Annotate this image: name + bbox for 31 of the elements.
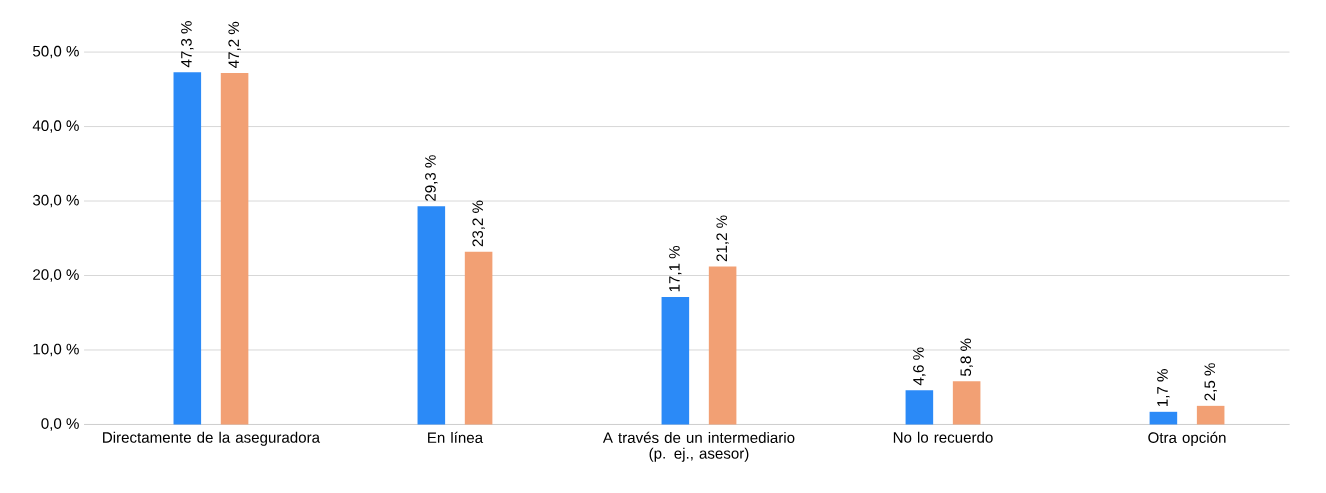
bar xyxy=(1196,405,1225,425)
bar xyxy=(1149,411,1178,425)
data-label: 5,8 % xyxy=(960,338,973,376)
y-tick-label: 10,0 % xyxy=(33,343,79,357)
y-tick-label: 20,0 % xyxy=(33,269,79,282)
x-tick-label: A través de un intermediario (p. ej., asesor) xyxy=(602,431,795,462)
data-label: 17,1 % xyxy=(669,245,682,292)
data-label: 4,6 % xyxy=(913,347,926,386)
data-label: 1,7 % xyxy=(1157,368,1170,406)
bar xyxy=(661,296,690,425)
y-tick-label: 0,0 % xyxy=(41,418,79,431)
data-label: 2,5 % xyxy=(1204,362,1217,401)
bar xyxy=(905,390,934,425)
data-label: 47,3 % xyxy=(181,20,194,67)
y-tick-label: 30,0 % xyxy=(32,194,79,208)
bar xyxy=(220,72,249,425)
x-tick-label: En línea xyxy=(428,431,484,443)
y-tick-label: 50,0 % xyxy=(33,45,79,59)
data-label: 29,3 % xyxy=(425,154,438,201)
x-tick-label: Otra opción xyxy=(1148,431,1226,446)
data-label: 47,2 % xyxy=(228,21,241,68)
bar xyxy=(708,266,737,425)
data-label: 23,2 % xyxy=(472,200,485,247)
x-tick-label: Directamente de la aseguradora xyxy=(103,431,321,446)
bar xyxy=(417,206,446,425)
bar xyxy=(173,71,202,425)
y-tick-label: 40,0 % xyxy=(32,120,79,133)
bar xyxy=(464,251,493,425)
bar xyxy=(952,381,981,425)
x-tick-label: No lo recuerdo xyxy=(893,431,993,443)
data-label: 21,2 % xyxy=(716,215,729,261)
